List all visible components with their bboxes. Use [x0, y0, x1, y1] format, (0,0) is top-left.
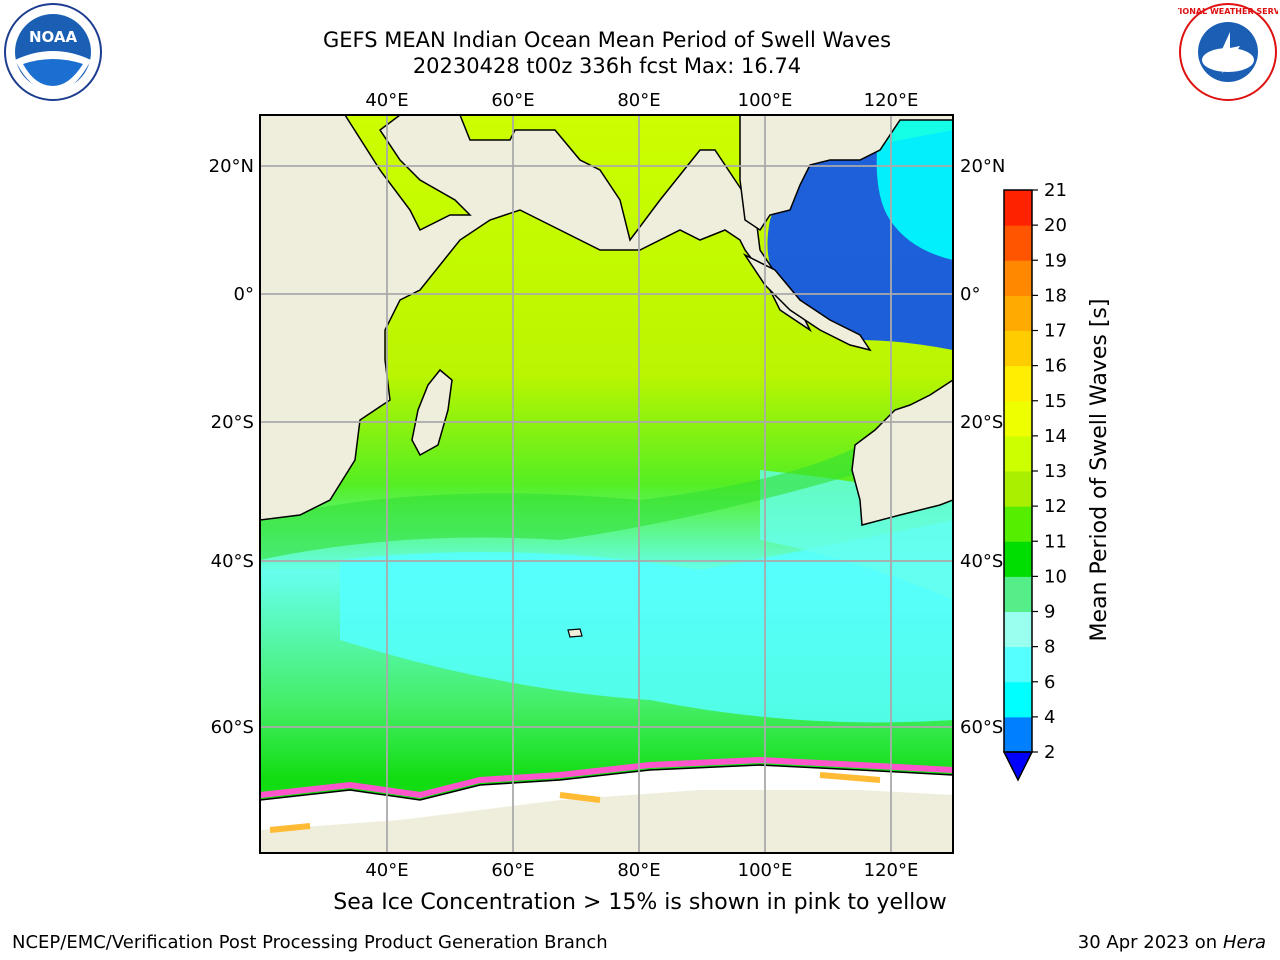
lon-tick-top: 100°E: [738, 90, 793, 111]
colorbar-segment: [1004, 190, 1032, 226]
colorbar-tick-label: 12: [1044, 496, 1067, 517]
colorbar-segment: [1004, 681, 1032, 718]
colorbar-segment: [1004, 400, 1032, 437]
land-kerguelen: [567, 628, 583, 638]
lat-tick-right: 0°: [960, 284, 980, 305]
colorbar-segment: [1004, 576, 1032, 612]
colorbar-tick-label: 19: [1044, 250, 1067, 271]
lat-tick-left: 0°: [234, 284, 254, 305]
footer-host: Hera: [1222, 932, 1266, 953]
mid-period-band: [260, 440, 870, 560]
colorbar-tick-label: 6: [1044, 672, 1055, 693]
colorbar-segment: [1004, 541, 1032, 577]
colorbar-tick-label: 20: [1044, 215, 1067, 236]
lon-tick-bottom: 100°E: [738, 860, 793, 881]
colorbar-tick-label: 21: [1044, 180, 1067, 201]
lon-tick-top: 40°E: [365, 90, 408, 111]
land-madagascar: [411, 368, 453, 457]
sea-ice-edge: [260, 756, 953, 799]
graticule: [260, 115, 953, 853]
lon-tick-bottom: 80°E: [617, 860, 660, 881]
land-australia: [851, 379, 953, 526]
lat-tick-left: 20°S: [211, 412, 254, 433]
colorbar: 21 20 19 18 17 16 15 14 13 12 11 10 9 8 6 4 2: [1002, 180, 1067, 782]
colorbar-tick-label: 16: [1044, 356, 1067, 377]
colorbar-tick-label: 13: [1044, 461, 1067, 482]
colorbar-segment: [1004, 506, 1032, 542]
colorbar-tick-label: 4: [1044, 707, 1055, 728]
colorbar-tick-label: 10: [1044, 566, 1067, 587]
lon-tick-top: 120°E: [864, 90, 919, 111]
colorbar-tick-label: 18: [1044, 285, 1067, 306]
lat-tick-left: 20°N: [209, 156, 254, 177]
nws-logo-icon: NATIONAL WEATHER SERVICE: [1178, 3, 1278, 101]
colorbar-label: Mean Period of Swell Waves [s]: [1087, 299, 1112, 642]
colorbar-tick-label: 8: [1044, 637, 1055, 658]
lat-tick-left: 40°S: [211, 551, 254, 572]
noaa-logo-icon: NOAA: [4, 3, 102, 101]
nws-logo-text: NATIONAL WEATHER SERVICE: [1178, 7, 1278, 16]
lat-tick-right: 40°S: [960, 551, 1003, 572]
footer-credit: NCEP/EMC/Verification Post Processing Pr…: [12, 932, 608, 953]
colorbar-segment: [1004, 716, 1032, 753]
lat-tick-left: 60°S: [211, 717, 254, 738]
colorbar-segment: [1004, 295, 1032, 331]
colorbar-segment: [1004, 225, 1032, 261]
lon-tick-top: 80°E: [617, 90, 660, 111]
colorbar-segment: [1004, 646, 1032, 683]
sea-ice-note: Sea Ice Concentration > 15% is shown in …: [333, 890, 947, 915]
land-southeast-asia: [739, 115, 953, 232]
lon-tick-top: 60°E: [491, 90, 534, 111]
lat-tick-right: 20°N: [960, 156, 1005, 177]
short-period-region: [340, 520, 953, 723]
sea-ice-yellow: [269, 772, 881, 833]
colorbar-extension: [1002, 751, 1034, 782]
colorbar-tick-label: 14: [1044, 426, 1067, 447]
colorbar-segment: [1004, 365, 1032, 402]
lon-tick-bottom: 40°E: [365, 860, 408, 881]
land-sumatra: [742, 253, 872, 352]
footer-date-text: 30 Apr 2023 on: [1077, 932, 1223, 953]
lat-tick-right: 60°S: [960, 717, 1003, 738]
colorbar-tick-label: 17: [1044, 321, 1067, 342]
map-area: [260, 115, 953, 853]
footer-date: 30 Apr 2023 on Hera: [1078, 932, 1266, 953]
lat-tick-right: 20°S: [960, 412, 1003, 433]
lon-tick-bottom: 60°E: [491, 860, 534, 881]
colorbar-tick-label: 15: [1044, 391, 1067, 412]
noaa-logo-text: NOAA: [29, 28, 78, 46]
map-frame: [259, 114, 954, 854]
colorbar-tick-label: 2: [1044, 742, 1055, 763]
colorbar-segment: [1004, 260, 1032, 296]
colorbar-segment: [1004, 611, 1032, 648]
indonesian-seas-cyan: [876, 115, 953, 260]
colorbar-tick-label: 9: [1044, 602, 1055, 623]
land-antarctica-interior: [260, 790, 953, 853]
colorbar-segment: [1004, 471, 1032, 507]
chart-title: GEFS MEAN Indian Ocean Mean Period of Sw…: [322, 28, 892, 52]
colorbar-segment: [1004, 330, 1032, 367]
colorbar-segment: [1004, 435, 1032, 472]
lon-tick-bottom: 120°E: [864, 860, 919, 881]
colorbar-tick-label: 11: [1044, 531, 1067, 552]
chart-subtitle: 20230428 t00z 336h fcst Max: 16.74: [412, 54, 802, 78]
